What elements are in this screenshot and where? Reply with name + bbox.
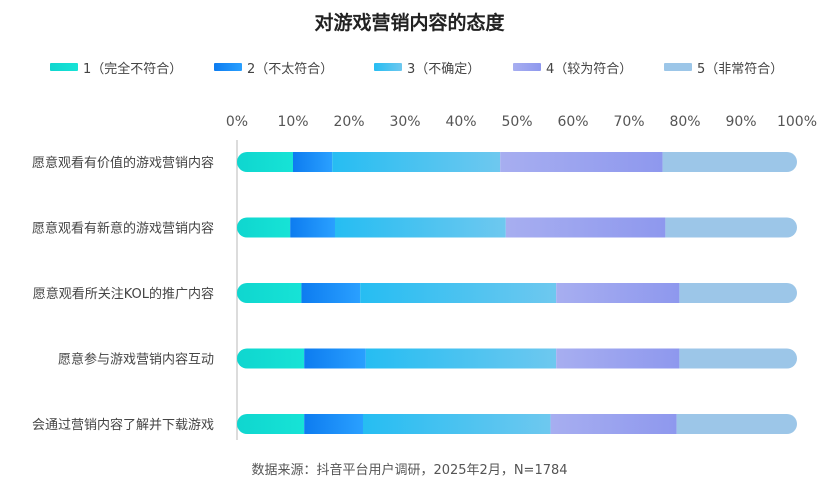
legend-item: 1（完全不符合） <box>50 57 182 77</box>
bar-row <box>237 217 797 238</box>
data-source-note: 数据来源：抖音平台用户调研，2025年2月，N=1784 <box>251 463 568 478</box>
x-tick-label: 10% <box>277 114 308 130</box>
bar-segment <box>365 348 557 369</box>
legend-swatch <box>50 63 78 71</box>
legend-label: 2（不太符合） <box>247 61 334 77</box>
category-label: 愿意观看有新意的游戏营销内容 <box>32 221 214 237</box>
bar-segment <box>500 152 663 172</box>
bar-row <box>237 283 797 303</box>
bar-segment <box>290 217 335 238</box>
bar-segment <box>679 348 797 369</box>
x-tick-label: 30% <box>389 114 420 130</box>
category-label: 愿意参与游戏营销内容互动 <box>58 352 214 368</box>
legend-item: 2（不太符合） <box>214 57 333 77</box>
bar-segment <box>662 152 797 172</box>
bar-segment <box>665 217 797 238</box>
bar-segment <box>679 283 797 303</box>
bar-row <box>237 414 797 434</box>
bar-segment <box>556 348 680 369</box>
legend-swatch <box>374 63 402 71</box>
legend-item: 3（不确定） <box>374 57 480 77</box>
x-tick-label: 60% <box>557 114 588 130</box>
x-tick-label: 20% <box>333 114 364 130</box>
bar-segment <box>237 414 305 434</box>
legend-item: 4（较为符合） <box>513 57 632 77</box>
bar-segment <box>676 414 797 434</box>
legend-item: 5（非常符合） <box>664 57 783 77</box>
category-label: 会通过营销内容了解并下载游戏 <box>32 417 214 433</box>
x-tick-label: 80% <box>669 114 700 130</box>
legend-label: 4（较为符合） <box>546 61 633 77</box>
bar-segment <box>237 283 302 303</box>
legend-swatch <box>214 63 242 71</box>
x-tick-label: 90% <box>725 114 756 130</box>
bar-segment <box>505 217 666 238</box>
bar-segment <box>293 152 333 172</box>
bar-segment <box>237 348 305 369</box>
category-label: 愿意观看有价值的游戏营销内容 <box>32 155 214 171</box>
x-tick-label: 0% <box>226 114 248 130</box>
legend-swatch <box>664 63 692 71</box>
bar-segment <box>360 283 557 303</box>
bar-segment <box>332 152 501 172</box>
bar-segment <box>237 152 293 172</box>
x-tick-label: 40% <box>445 114 476 130</box>
legend-label: 1（完全不符合） <box>83 61 183 77</box>
legend-label: 3（不确定） <box>407 61 481 77</box>
chart-title: 对游戏营销内容的态度 <box>314 12 505 34</box>
x-tick-label: 100% <box>777 114 817 130</box>
bar-segment <box>550 414 677 434</box>
x-tick-label: 70% <box>613 114 644 130</box>
bar-segment <box>363 414 551 434</box>
bar-segment <box>304 348 366 369</box>
x-tick-label: 50% <box>501 114 532 130</box>
bar-row <box>237 348 797 369</box>
bar-segment <box>304 414 363 434</box>
bar-segment <box>301 283 361 303</box>
category-label: 愿意观看所关注KOL的推广内容 <box>33 286 214 302</box>
bar-row <box>237 152 797 172</box>
bar-segment <box>237 217 291 238</box>
legend-label: 5（非常符合） <box>697 61 784 77</box>
legend-swatch <box>513 63 541 71</box>
bar-segment <box>335 217 506 238</box>
bar-segment <box>556 283 680 303</box>
